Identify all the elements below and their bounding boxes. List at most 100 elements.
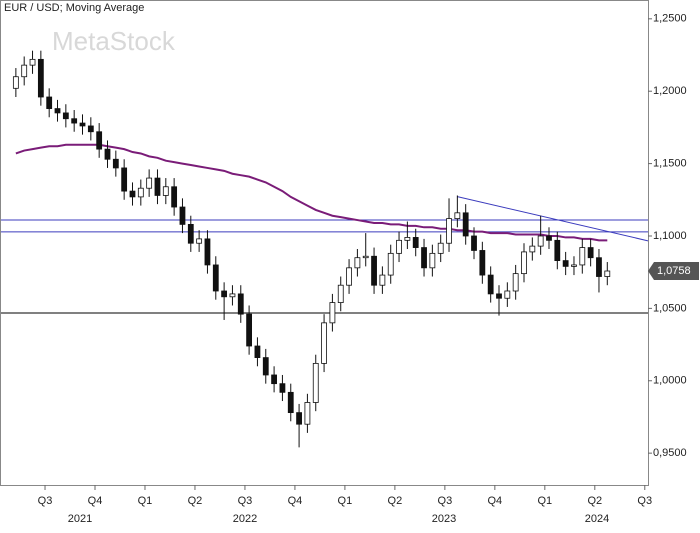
candle-body bbox=[412, 237, 419, 248]
candle-body bbox=[496, 293, 502, 299]
plot-frame bbox=[0, 0, 649, 486]
candle-body bbox=[196, 238, 203, 244]
candle-body bbox=[29, 58, 36, 66]
candle-body bbox=[312, 362, 319, 403]
candle-body bbox=[221, 290, 228, 298]
candle-body bbox=[137, 187, 144, 198]
moving-average-line bbox=[15, 143, 608, 242]
x-tick-label: Q1 bbox=[138, 495, 153, 507]
candle-body bbox=[454, 212, 461, 220]
candle-body bbox=[79, 122, 86, 127]
trendline bbox=[457, 196, 649, 242]
y-tick-label: 1,2500 bbox=[653, 13, 687, 25]
candle-body bbox=[421, 247, 427, 269]
candle-body bbox=[571, 264, 577, 267]
candle-body bbox=[346, 267, 352, 286]
candle-body bbox=[279, 383, 286, 393]
candle-body bbox=[171, 186, 178, 208]
year-label: 2024 bbox=[585, 513, 609, 525]
candle-body bbox=[121, 167, 128, 192]
year-label: 2022 bbox=[233, 513, 257, 525]
candle-body bbox=[54, 108, 61, 114]
candle-body bbox=[371, 255, 377, 286]
watermark: MetaStock bbox=[52, 26, 176, 56]
candle-body bbox=[96, 131, 103, 150]
candle-body bbox=[446, 218, 452, 244]
candle-body bbox=[471, 235, 477, 251]
candle-body bbox=[146, 177, 153, 189]
year-label: 2023 bbox=[432, 513, 456, 525]
x-tick-label: Q3 bbox=[238, 495, 253, 507]
candle-body bbox=[237, 293, 244, 315]
candle-body bbox=[404, 237, 411, 241]
x-tick-label: Q2 bbox=[388, 495, 403, 507]
candle-body bbox=[37, 58, 44, 98]
x-tick-label: Q3 bbox=[38, 495, 53, 507]
candle-body bbox=[204, 238, 211, 266]
candle-body bbox=[21, 64, 28, 78]
x-tick-label: Q1 bbox=[537, 495, 552, 507]
candle-body bbox=[387, 252, 394, 276]
candle-body bbox=[162, 186, 169, 196]
candle-body bbox=[362, 255, 369, 259]
y-tick-label: 1,1000 bbox=[653, 230, 687, 242]
candle-body bbox=[179, 206, 186, 225]
x-tick-label: Q2 bbox=[587, 495, 602, 507]
last-price-box bbox=[648, 262, 699, 281]
candle-body bbox=[354, 257, 361, 269]
x-tick-label: Q3 bbox=[637, 495, 652, 507]
candle-body bbox=[521, 251, 527, 275]
candle-body bbox=[512, 273, 519, 292]
candle-body bbox=[562, 260, 569, 267]
last-price-label: 1,0758 bbox=[657, 265, 691, 277]
candle-body bbox=[212, 264, 219, 292]
candle-body bbox=[154, 177, 161, 196]
candle-body bbox=[479, 250, 486, 276]
candle-body bbox=[71, 118, 78, 124]
candle-body bbox=[254, 345, 261, 358]
candle-body bbox=[304, 402, 311, 425]
candle-body bbox=[87, 125, 94, 133]
candle-body bbox=[321, 322, 327, 364]
candle-body bbox=[537, 235, 544, 247]
x-tick-label: Q4 bbox=[88, 495, 103, 507]
candle-body bbox=[246, 313, 253, 347]
year-label: 2021 bbox=[68, 513, 92, 525]
chart-title: EUR / USD; Moving Average bbox=[4, 2, 144, 14]
candle-body bbox=[112, 158, 119, 169]
candle-body bbox=[12, 76, 19, 89]
candle-body bbox=[46, 96, 53, 109]
candle-body bbox=[296, 412, 302, 425]
x-tick-label: Q4 bbox=[487, 495, 502, 507]
x-tick-label: Q1 bbox=[338, 495, 353, 507]
x-tick-label: Q2 bbox=[188, 495, 203, 507]
candle-body bbox=[437, 242, 444, 254]
y-tick-label: 1,2000 bbox=[653, 85, 687, 97]
candle-body bbox=[554, 239, 561, 261]
x-tick-label: Q3 bbox=[438, 495, 453, 507]
candle-body bbox=[529, 245, 536, 253]
candle-body bbox=[504, 290, 511, 299]
candle-body bbox=[462, 212, 469, 237]
candle-body bbox=[396, 239, 402, 254]
x-tick-label: Q4 bbox=[288, 495, 303, 507]
candle-body bbox=[596, 257, 602, 277]
candle-body bbox=[337, 284, 344, 303]
candle-body bbox=[487, 274, 494, 295]
candle-body bbox=[229, 293, 236, 298]
y-tick-label: 0,9500 bbox=[653, 447, 687, 459]
candle-body bbox=[429, 252, 436, 269]
candle-body bbox=[287, 391, 294, 414]
candle-body bbox=[379, 274, 386, 286]
candle-body bbox=[187, 224, 194, 244]
y-tick-label: 1,1500 bbox=[653, 158, 687, 170]
candle-body bbox=[579, 247, 586, 266]
candle-body bbox=[546, 235, 552, 241]
candle-body bbox=[329, 302, 336, 324]
candle-body bbox=[62, 112, 69, 120]
y-tick-label: 1,0000 bbox=[653, 375, 687, 387]
candle-body bbox=[604, 270, 611, 277]
candle-body bbox=[587, 247, 594, 259]
candle-body bbox=[262, 357, 269, 376]
